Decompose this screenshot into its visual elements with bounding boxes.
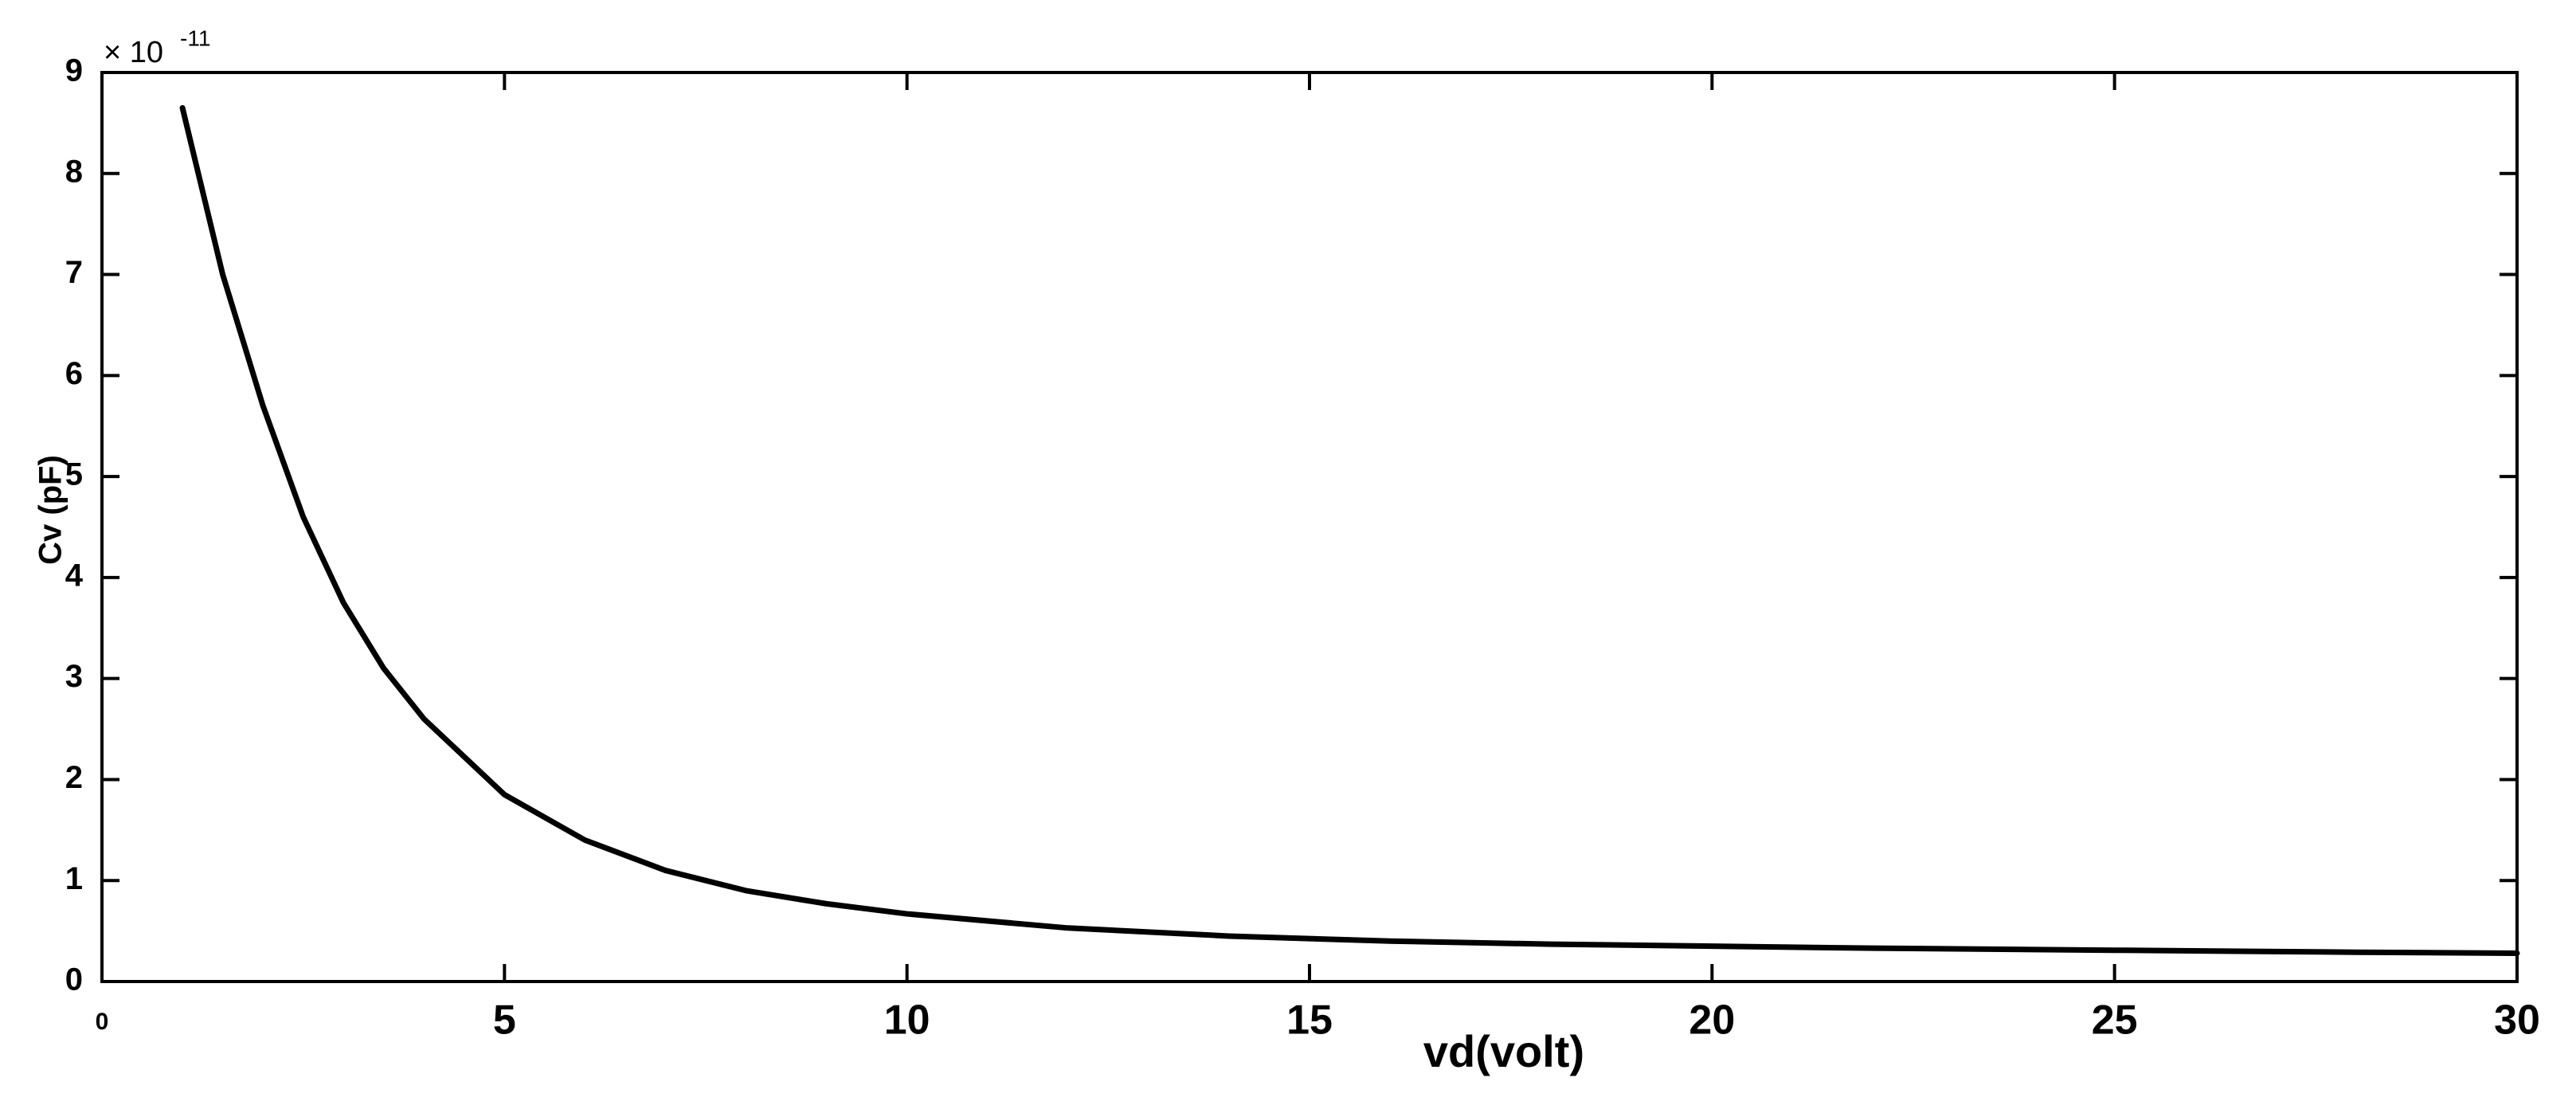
y-tick-label: 9 [65,53,83,88]
x-axis-label: vd(volt) [1423,1026,1584,1076]
x-tick-label: 15 [1286,997,1333,1044]
y-tick-label: 1 [65,861,83,896]
plot-frame [100,71,2519,983]
y-tick-label: 7 [65,255,83,290]
y-tick-label: 5 [65,457,83,492]
y-tick-label: 0 [65,962,83,997]
y-tick-label: 2 [65,760,83,795]
x-tick-label: 20 [1689,997,1735,1044]
x-tick-label: 25 [2092,997,2138,1044]
y-tick-label: 8 [65,154,83,189]
y-exponent: -11 [180,25,210,50]
x-tick-label: 30 [2494,997,2540,1044]
y-axis-label: Cv (pF) [33,455,69,565]
data-line [179,104,2520,956]
y-tick-label: 4 [65,558,84,593]
y-tick-label: 3 [65,659,83,694]
x-tick-label: 5 [493,997,516,1044]
y-tick-label: 6 [65,356,83,391]
x-tick-label: 0 [96,1009,109,1035]
x-tick-label: 10 [884,997,930,1044]
y-exponent-base: × 10 [104,36,163,69]
